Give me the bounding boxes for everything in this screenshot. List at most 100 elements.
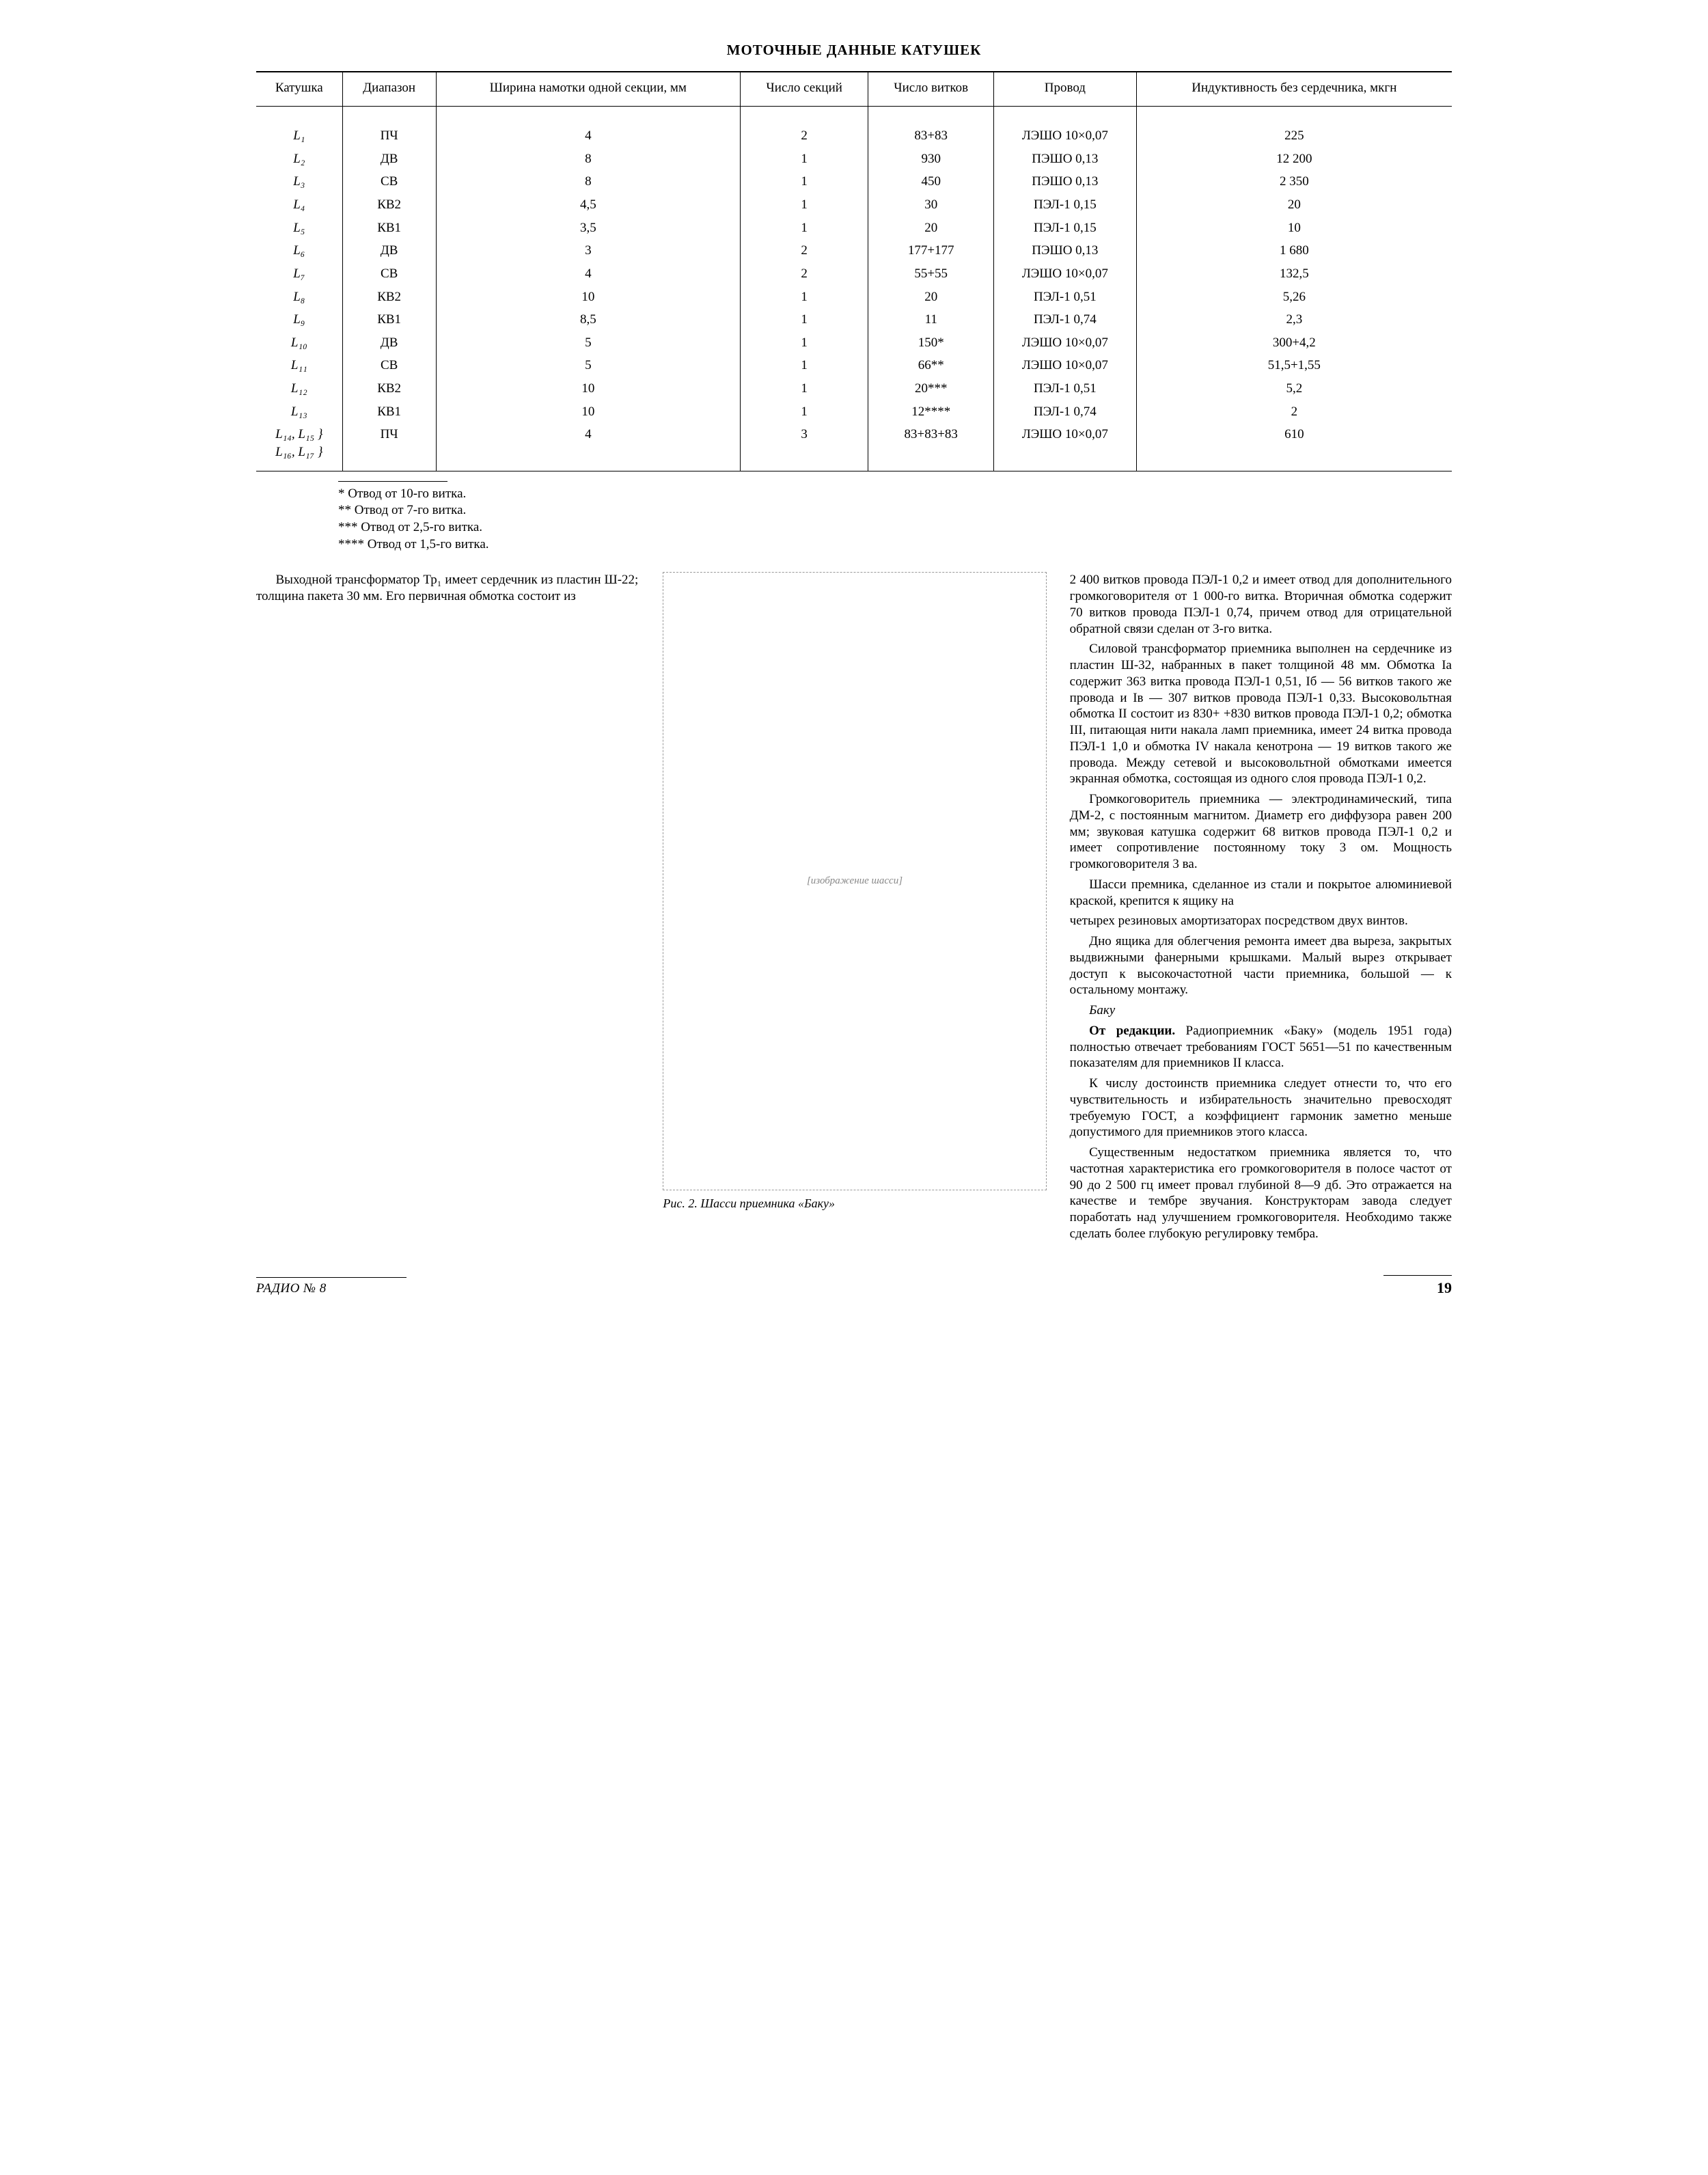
page-footer: РАДИО № 8 19: [256, 1275, 1452, 1298]
table-cell: 132,5: [1136, 262, 1452, 286]
footer-journal: РАДИО № 8: [256, 1277, 407, 1297]
para-5: Шасси премника, сделанное из стали и пок…: [1070, 877, 1452, 909]
table-cell: L₁: [256, 107, 342, 148]
editorial-heading: От редакции.: [1089, 1024, 1175, 1038]
table-cell: 5: [436, 331, 740, 355]
para-6: четырех резиновых амортизаторах посредст…: [1070, 913, 1452, 929]
table-cell: 1: [740, 148, 868, 171]
footnote-1: * Отвод от 10-го витка.: [338, 486, 1452, 503]
table-cell: 4: [436, 423, 740, 471]
table-row: L₁ПЧ4283+83ЛЭШО 10×0,07225: [256, 107, 1452, 148]
table-cell: 20: [868, 217, 994, 240]
table-cell: ПЧ: [342, 423, 436, 471]
table-cell: ЛЭШО 10×0,07: [994, 354, 1137, 377]
table-cell: 2: [740, 239, 868, 262]
table-cell: 2 350: [1136, 170, 1452, 193]
table-cell: 20: [868, 286, 994, 309]
table-row: L₁₄, L₁₅ } L₁₆, L₁₇ }ПЧ4383+83+83ЛЭШО 10…: [256, 423, 1452, 471]
table-cell: КВ1: [342, 308, 436, 331]
table-cell: ПЭШО 0,13: [994, 170, 1137, 193]
table-cell: 1: [740, 377, 868, 400]
table-cell: 12 200: [1136, 148, 1452, 171]
table-row: L₇СВ4255+55ЛЭШО 10×0,07132,5: [256, 262, 1452, 286]
para-4: Громкоговоритель приемника — электродина…: [1070, 791, 1452, 873]
table-cell: 3: [740, 423, 868, 471]
table-cell: ЛЭШО 10×0,07: [994, 331, 1137, 355]
table-cell: 20: [1136, 193, 1452, 217]
coil-table: Катушка Диапазон Ширина намотки одной се…: [256, 71, 1452, 471]
para-3: Силовой трансформатор приемника выполнен…: [1070, 641, 1452, 787]
table-cell: ПЭЛ-1 0,74: [994, 308, 1137, 331]
table-cell: КВ1: [342, 217, 436, 240]
table-row: L₁₁СВ5166**ЛЭШО 10×0,0751,5+1,55: [256, 354, 1452, 377]
table-row: L₅КВ13,5120ПЭЛ-1 0,1510: [256, 217, 1452, 240]
table-cell: ПЭЛ-1 0,74: [994, 400, 1137, 424]
table-cell: 1 680: [1136, 239, 1452, 262]
footnote-4: **** Отвод от 1,5-го витка.: [338, 536, 1452, 553]
table-cell: 2: [740, 262, 868, 286]
table-cell: 66**: [868, 354, 994, 377]
table-cell: L₉: [256, 308, 342, 331]
table-cell: 30: [868, 193, 994, 217]
table-cell: КВ1: [342, 400, 436, 424]
table-cell: ПЭШО 0,13: [994, 239, 1137, 262]
table-cell: 12****: [868, 400, 994, 424]
table-cell: 150*: [868, 331, 994, 355]
table-cell: ДВ: [342, 239, 436, 262]
table-cell: ПЭЛ-1 0,15: [994, 217, 1137, 240]
table-cell: ЛЭШО 10×0,07: [994, 262, 1137, 286]
table-cell: 4: [436, 107, 740, 148]
table-cell: L₈: [256, 286, 342, 309]
table-cell: L₁₃: [256, 400, 342, 424]
table-cell: 1: [740, 217, 868, 240]
table-cell: СВ: [342, 354, 436, 377]
table-cell: L₇: [256, 262, 342, 286]
table-cell: L₁₂: [256, 377, 342, 400]
table-cell: L₆: [256, 239, 342, 262]
table-cell: ЛЭШО 10×0,07: [994, 107, 1137, 148]
table-row: L₂ДВ81930ПЭШО 0,1312 200: [256, 148, 1452, 171]
table-cell: 4: [436, 262, 740, 286]
table-cell: 5,2: [1136, 377, 1452, 400]
table-cell: 8: [436, 148, 740, 171]
table-cell: L₁₀: [256, 331, 342, 355]
table-cell: 55+55: [868, 262, 994, 286]
table-cell: ДВ: [342, 148, 436, 171]
figure-2: [изображение шасси] Рис. 2. Шасси приемн…: [663, 572, 1045, 1211]
table-cell: L₃: [256, 170, 342, 193]
table-cell: 3,5: [436, 217, 740, 240]
table-cell: L₂: [256, 148, 342, 171]
table-row: L₁₃КВ110112****ПЭЛ-1 0,742: [256, 400, 1452, 424]
table-cell: 2,3: [1136, 308, 1452, 331]
table-cell: 1: [740, 170, 868, 193]
table-cell: 1: [740, 354, 868, 377]
table-cell: 8: [436, 170, 740, 193]
table-cell: 2: [1136, 400, 1452, 424]
table-cell: 1: [740, 286, 868, 309]
figure-2-caption: Рис. 2. Шасси приемника «Баку»: [663, 1196, 1045, 1212]
table-cell: 450: [868, 170, 994, 193]
table-cell: КВ2: [342, 286, 436, 309]
table-cell: СВ: [342, 262, 436, 286]
col-wire: Провод: [994, 72, 1137, 106]
table-cell: КВ2: [342, 377, 436, 400]
table-cell: 930: [868, 148, 994, 171]
table-cell: L₅: [256, 217, 342, 240]
city-signature: Баку: [1070, 1002, 1452, 1019]
table-cell: 1: [740, 193, 868, 217]
editorial-para-3: Существенным недостатком приемника являе…: [1070, 1145, 1452, 1242]
table-cell: ПЭШО 0,13: [994, 148, 1137, 171]
table-cell: КВ2: [342, 193, 436, 217]
table-row: L₁₀ДВ51150*ЛЭШО 10×0,07300+4,2: [256, 331, 1452, 355]
table-row: L₈КВ210120ПЭЛ-1 0,515,26: [256, 286, 1452, 309]
table-cell: 83+83: [868, 107, 994, 148]
table-cell: СВ: [342, 170, 436, 193]
table-cell: ПЧ: [342, 107, 436, 148]
table-cell: 1: [740, 400, 868, 424]
table-cell: L₁₁: [256, 354, 342, 377]
table-cell: 51,5+1,55: [1136, 354, 1452, 377]
table-cell: 10: [436, 400, 740, 424]
table-cell: L₁₄, L₁₅ } L₁₆, L₁₇ }: [256, 423, 342, 471]
col-turns: Число витков: [868, 72, 994, 106]
table-cell: L₄: [256, 193, 342, 217]
